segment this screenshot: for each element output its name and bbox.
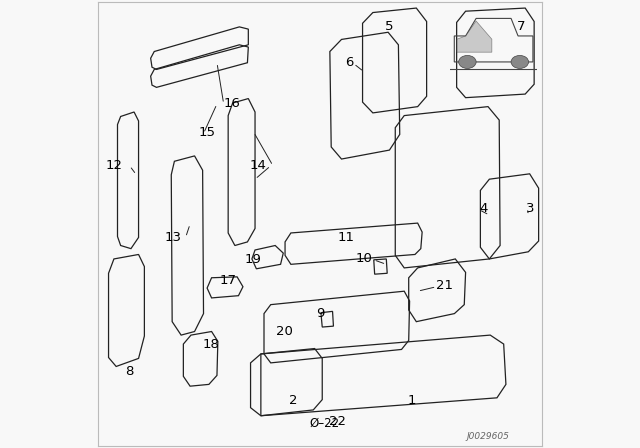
- Text: J0029605: J0029605: [467, 432, 509, 441]
- Text: 10: 10: [356, 252, 373, 266]
- Text: 13: 13: [164, 231, 181, 244]
- Text: Ø–22: Ø–22: [309, 417, 340, 430]
- Text: 18: 18: [202, 338, 220, 352]
- Text: 2: 2: [289, 394, 297, 408]
- Text: 14: 14: [250, 159, 266, 172]
- Text: 20: 20: [276, 325, 293, 338]
- Text: 6: 6: [345, 56, 353, 69]
- Text: 1: 1: [407, 394, 416, 408]
- Text: 15: 15: [199, 125, 216, 139]
- Text: 4: 4: [479, 202, 488, 215]
- Text: 19: 19: [245, 253, 262, 267]
- Text: 11: 11: [338, 231, 355, 244]
- Text: 12: 12: [106, 159, 123, 172]
- Text: 16: 16: [224, 96, 241, 110]
- Text: 17: 17: [220, 273, 236, 287]
- Text: 3: 3: [526, 202, 534, 215]
- Text: 21: 21: [436, 279, 454, 293]
- Text: 7: 7: [517, 20, 525, 34]
- Text: 9: 9: [316, 307, 324, 320]
- Text: 8: 8: [125, 365, 134, 379]
- Text: 5: 5: [385, 20, 394, 34]
- Text: 22: 22: [329, 414, 346, 428]
